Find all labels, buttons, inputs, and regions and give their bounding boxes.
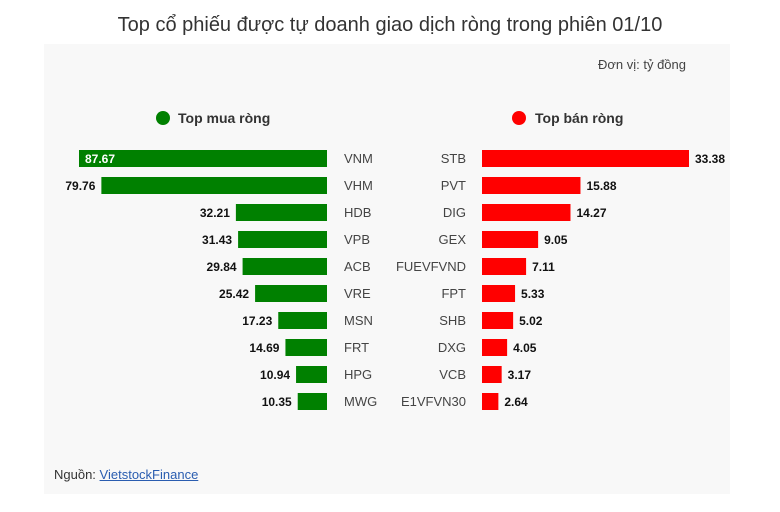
sell-bar-pvt — [482, 177, 581, 194]
buy-ticker-label: FRT — [344, 340, 369, 355]
sell-bar-fpt — [482, 285, 516, 302]
buy-value-label: 29.84 — [207, 260, 237, 274]
sell-ticker-label: VCB — [439, 367, 466, 382]
buy-ticker-label: VNM — [344, 151, 373, 166]
sell-ticker-label: E1VFVN30 — [401, 394, 466, 409]
sell-ticker-label: SHB — [439, 313, 466, 328]
sell-bar-shb — [482, 312, 514, 329]
sell-series: 33.38 STB 15.88 PVT 14.27 DIG 9.05 GEX 7.11 FUEVF… — [396, 150, 725, 410]
sell-value-label: 15.88 — [586, 179, 616, 193]
sell-ticker-label: FPT — [441, 286, 466, 301]
buy-value-label: 17.23 — [242, 314, 272, 328]
buy-value-label: 32.21 — [200, 206, 230, 220]
buy-value-label: 79.76 — [65, 179, 95, 193]
buy-bar-vre — [255, 285, 327, 302]
sell-value-label: 9.05 — [544, 233, 568, 247]
sell-value-label: 5.02 — [519, 314, 543, 328]
buy-ticker-label: MSN — [344, 313, 373, 328]
sell-ticker-label: FUEVFVND — [396, 259, 466, 274]
sell-legend-label: Top bán ròng — [535, 110, 623, 126]
buy-ticker-label: VHM — [344, 178, 373, 193]
buy-legend-marker — [156, 111, 170, 125]
sell-ticker-label: PVT — [441, 178, 466, 193]
buy-value-label: 10.35 — [262, 395, 292, 409]
sell-value-label: 3.17 — [508, 368, 532, 382]
sell-bar-dxg — [482, 339, 508, 356]
buy-value-label: 31.43 — [202, 233, 232, 247]
sell-legend-marker — [512, 111, 526, 125]
buy-bar-vhm — [101, 177, 327, 194]
buy-ticker-label: MWG — [344, 394, 377, 409]
buy-bar-frt — [285, 339, 327, 356]
buy-bar-hpg — [296, 366, 327, 383]
source-label: Nguồn: — [54, 467, 96, 482]
unit-label: Đơn vị: tỷ đồng — [598, 57, 686, 72]
sell-bar-vcb — [482, 366, 502, 383]
buy-value-label: 14.69 — [249, 341, 279, 355]
sell-bar-gex — [482, 231, 539, 248]
buy-bar-vnm — [79, 150, 327, 167]
buy-value-label: 25.42 — [219, 287, 249, 301]
buy-bar-hdb — [235, 204, 327, 221]
buy-ticker-label: ACB — [344, 259, 371, 274]
buy-series: 87.67 VNM 79.76 VHM 32.21 HDB 31.43 VPB 29.84 ACB… — [65, 150, 377, 410]
buy-ticker-label: HDB — [344, 205, 371, 220]
sell-value-label: 4.05 — [513, 341, 537, 355]
sell-value-label: 2.64 — [504, 395, 528, 409]
buy-ticker-label: VPB — [344, 232, 370, 247]
source-link[interactable]: VietstockFinance — [99, 467, 199, 482]
buy-bar-mwg — [297, 393, 327, 410]
buy-value-label: 87.67 — [85, 152, 115, 166]
buy-ticker-label: HPG — [344, 367, 372, 382]
sell-value-label: 7.11 — [532, 260, 555, 274]
sell-ticker-label: DIG — [443, 205, 466, 220]
sell-bar-e1vfvn30 — [482, 393, 499, 410]
sell-ticker-label: STB — [441, 151, 466, 166]
buy-legend-label: Top mua ròng — [178, 110, 270, 126]
sell-value-label: 14.27 — [576, 206, 606, 220]
sell-value-label: 5.33 — [521, 287, 545, 301]
buy-bar-vpb — [238, 231, 327, 248]
sell-bar-dig — [482, 204, 571, 221]
buy-ticker-label: VRE — [344, 286, 371, 301]
sell-ticker-label: DXG — [438, 340, 466, 355]
chart-title: Top cổ phiếu được tự doanh giao dịch ròn… — [117, 14, 663, 36]
sell-ticker-label: GEX — [439, 232, 467, 247]
buy-value-label: 10.94 — [260, 368, 290, 382]
sell-value-label: 33.38 — [695, 152, 725, 166]
buy-bar-msn — [278, 312, 327, 329]
source-note: Nguồn: VietstockFinance — [54, 467, 198, 482]
buy-bar-acb — [242, 258, 327, 275]
sell-bar-stb — [482, 150, 689, 167]
sell-bar-fuevfvnd — [482, 258, 527, 275]
